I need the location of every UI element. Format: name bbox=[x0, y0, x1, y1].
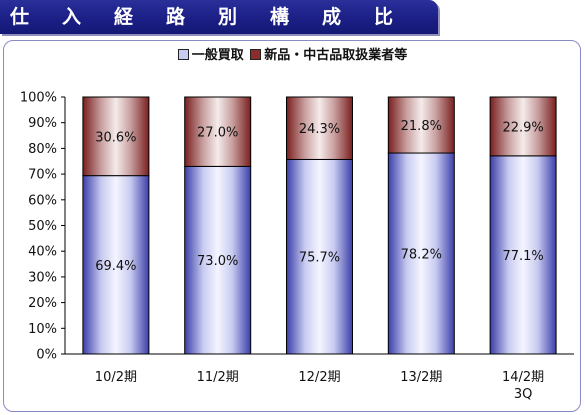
y-tick-label: 20% bbox=[28, 296, 57, 311]
x-tick-label: 13/2期 bbox=[400, 370, 442, 385]
bar-segment-dealer bbox=[286, 96, 353, 160]
bar-segment-dealer bbox=[489, 96, 557, 157]
data-label-general: 75.7% bbox=[299, 251, 340, 266]
x-tick-label: 11/2期 bbox=[197, 370, 239, 385]
y-tick-label: 50% bbox=[28, 219, 57, 234]
y-tick-label: 40% bbox=[28, 245, 57, 260]
bar-segment-general bbox=[286, 158, 353, 355]
data-label-dealer: 30.6% bbox=[95, 130, 136, 145]
y-tick-label: 60% bbox=[28, 193, 57, 208]
y-tick-label: 0% bbox=[36, 348, 57, 363]
data-label-general: 78.2% bbox=[401, 248, 442, 263]
data-label-dealer: 24.3% bbox=[299, 122, 340, 137]
bar-segment-general bbox=[387, 152, 455, 355]
legend-item-general: 一般買取 bbox=[177, 44, 244, 63]
y-tick-label: 70% bbox=[28, 168, 57, 183]
chart-legend: 一般買取 新品・中古品取扱業者等 bbox=[0, 44, 585, 63]
data-label-general: 73.0% bbox=[197, 254, 238, 269]
y-tick-label: 80% bbox=[28, 142, 57, 157]
legend-label-dealer: 新品・中古品取扱業者等 bbox=[264, 48, 408, 63]
bar-segment-dealer bbox=[82, 96, 150, 177]
chart-axes: 0% 10% 20% 30% 40% 50% 60% 70% 80% 90% 100% 10/2期 11… bbox=[20, 91, 574, 402]
data-label-dealer: 22.9% bbox=[502, 120, 543, 135]
x-tick-label: 12/2期 bbox=[298, 370, 340, 385]
page-title: 仕入経路別構成比 bbox=[10, 6, 427, 28]
chart-bars bbox=[82, 96, 557, 355]
x-tick-label: 14/2期 3Q bbox=[502, 370, 544, 402]
legend-item-dealer: 新品・中古品取扱業者等 bbox=[250, 44, 407, 63]
y-tick-label: 100% bbox=[20, 91, 57, 106]
x-tick-label: 10/2期 bbox=[95, 370, 137, 385]
title-banner: 仕入経路別構成比 bbox=[0, 0, 438, 34]
data-label-general: 77.1% bbox=[502, 249, 543, 264]
legend-label-general: 一般買取 bbox=[191, 48, 244, 63]
data-label-general: 69.4% bbox=[95, 259, 136, 274]
y-tick-label: 90% bbox=[28, 116, 57, 131]
bar-segment-dealer bbox=[184, 96, 252, 167]
data-label-dealer: 21.8% bbox=[401, 119, 442, 134]
y-tick-label: 30% bbox=[28, 270, 57, 285]
bar-segment-general bbox=[184, 165, 252, 355]
data-label-dealer: 27.0% bbox=[197, 126, 238, 141]
legend-swatch-general bbox=[177, 49, 189, 60]
chart-labels: 69.4% 30.6% 73.0% 27.0% 75.7% 24.3% 78.2% 21.8%… bbox=[95, 119, 544, 274]
bar-segment-general bbox=[489, 155, 557, 355]
y-tick-label: 10% bbox=[28, 322, 57, 337]
bar-segment-dealer bbox=[387, 96, 455, 154]
bar-segment-general bbox=[82, 175, 150, 355]
legend-swatch-dealer bbox=[250, 49, 262, 60]
